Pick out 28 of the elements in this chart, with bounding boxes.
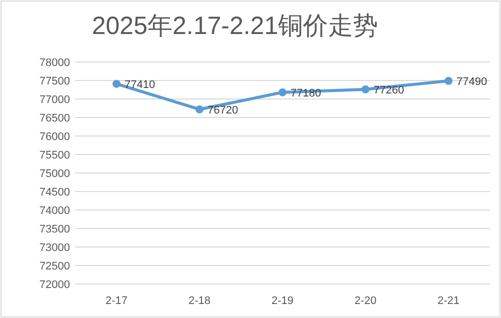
chart-title: 2025年2.17-2.21铜价走势 [92,12,378,40]
y-tick-label: 72000 [39,279,70,291]
data-label: 77260 [374,84,404,96]
data-label: 77490 [456,76,488,88]
point [444,76,452,85]
x-tick-label: 2-21 [437,295,460,307]
y-tick-label: 77000 [39,94,70,106]
data-label: 77410 [124,78,156,91]
x-tick-label: 2-17 [105,295,128,307]
x-tick-label: 2-18 [188,295,211,307]
y-tick-label: 75500 [39,150,70,162]
point [362,85,370,94]
point [112,80,120,88]
y-tick-label: 74500 [39,186,70,198]
y-tick-label: 72500 [39,260,70,272]
y-tick-label: 76000 [39,131,70,143]
y-tick-label: 75000 [39,168,70,180]
x-tick-label: 2-19 [271,295,294,307]
y-tick-label: 74000 [39,205,70,217]
x-tick-label: 2-20 [354,295,377,307]
point [196,105,204,114]
data-label: 76720 [208,104,238,116]
y-tick-label: 73500 [39,224,70,236]
y-tick-label: 73000 [39,242,70,254]
y-tick-label: 76500 [39,112,70,124]
point [278,88,286,96]
y-tick-label: 77500 [39,76,70,88]
y-tick-label: 78000 [39,57,70,69]
